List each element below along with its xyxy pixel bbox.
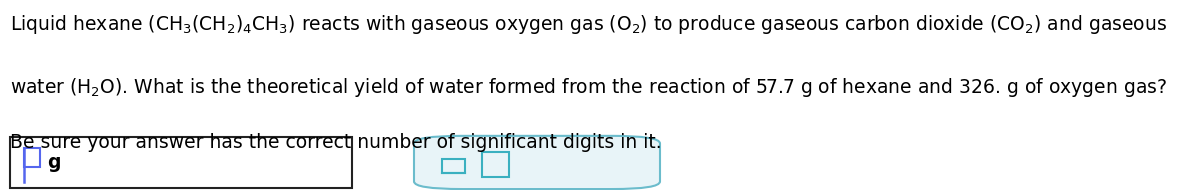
Bar (482, 152, 509, 177)
FancyBboxPatch shape (414, 136, 660, 189)
Text: Liquid hexane $\left(\mathrm{CH_3(CH_2)_4CH_3}\right)$ reacts with gaseous oxyge: Liquid hexane $\left(\mathrm{CH_3(CH_2)_… (10, 13, 1166, 36)
Text: g: g (47, 153, 60, 172)
Text: water $\left(\mathrm{H_2O}\right)$. What is the theoretical yield of water forme: water $\left(\mathrm{H_2O}\right)$. What… (10, 76, 1166, 99)
Bar (442, 159, 466, 173)
Text: Be sure your answer has the correct number of significant digits in it.: Be sure your answer has the correct numb… (10, 133, 661, 152)
Bar (24, 148, 40, 167)
